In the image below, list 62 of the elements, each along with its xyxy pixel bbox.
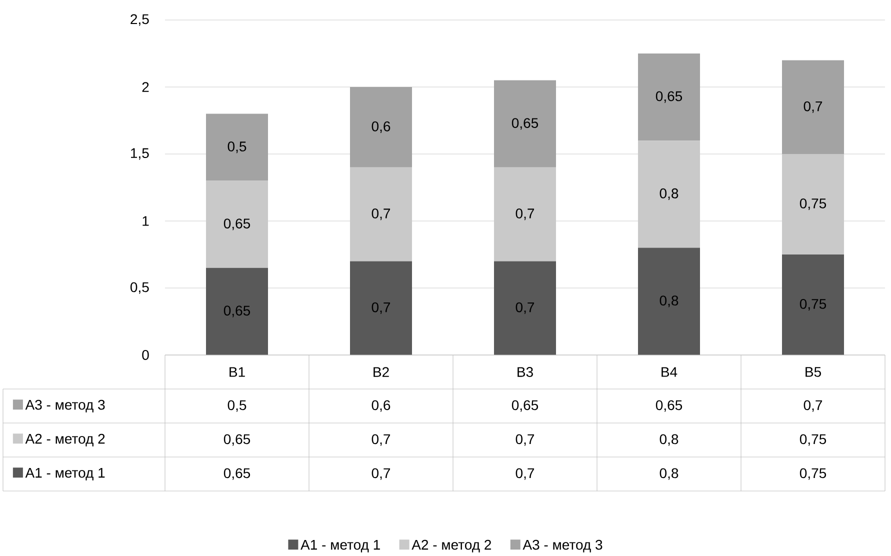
bar	[206, 268, 268, 355]
x-tick-label: B5	[806, 367, 821, 377]
data-label: 0,8	[660, 434, 678, 446]
legend-label: А3 - метод 3	[25, 400, 105, 412]
y-tick-label: 0,5	[130, 282, 149, 294]
text: 0,7	[804, 101, 822, 113]
x-tick-label: B4	[662, 367, 678, 377]
bar	[494, 261, 556, 355]
data-label: 0,7	[516, 468, 534, 480]
data-label: 0,7	[804, 400, 822, 412]
text: А3 - метод 3	[522, 540, 602, 552]
text: 0,65	[224, 218, 250, 230]
text: 0,7	[516, 208, 534, 220]
x-tick-label: B1	[230, 367, 245, 377]
data-label: 0,8	[660, 468, 678, 480]
x-tick-label: B3	[518, 367, 533, 377]
data-label: 0,6	[372, 400, 390, 412]
y-tick-label: 2	[142, 82, 149, 92]
bar	[350, 86, 412, 168]
bar	[782, 154, 844, 254]
text: 0,65	[512, 118, 538, 130]
text: А1 - метод 1	[300, 540, 380, 552]
x-tick-label: B2	[374, 367, 389, 377]
data-label: 0,65	[512, 400, 538, 412]
text: 0,75	[800, 198, 826, 210]
text: 0,65	[656, 91, 682, 103]
bar	[782, 60, 844, 154]
data-label: 0,75	[800, 434, 826, 446]
text: 0,8	[660, 188, 678, 200]
data-label: 0,65	[656, 400, 682, 412]
bar	[638, 140, 700, 248]
text: 0,65	[224, 306, 250, 318]
text: 0,7	[372, 208, 390, 220]
text: 0,5	[228, 142, 246, 154]
y-tick-label: 1,5	[131, 148, 149, 160]
bar	[206, 180, 268, 268]
bar	[494, 80, 556, 168]
text: А2 - метод 2	[412, 540, 491, 552]
data-label: 0,7	[372, 468, 390, 480]
bar	[638, 53, 700, 141]
data-label: 0,65	[224, 468, 250, 480]
bar	[206, 114, 268, 181]
data-label: 0,5	[228, 400, 246, 412]
y-tick-label: 2,5	[130, 14, 149, 26]
data-label: 0,7	[516, 434, 534, 446]
bar	[494, 167, 556, 262]
legend-label: А1 - метод 1	[25, 468, 105, 480]
data-label: 0,65	[224, 434, 250, 446]
bar	[638, 248, 700, 355]
y-tick-label: 1	[142, 216, 149, 226]
legend-label: А2 - метод 2	[25, 434, 105, 446]
text: 0,75	[800, 298, 826, 311]
text: 0,7	[516, 302, 534, 314]
data-label: 0,75	[800, 468, 826, 480]
bar	[782, 254, 844, 355]
data-label: 0,7	[372, 434, 390, 446]
bar	[350, 261, 412, 355]
text: 0,6	[372, 121, 390, 133]
bar	[350, 167, 412, 262]
text: 0,7	[372, 302, 390, 314]
text: 0,8	[660, 296, 678, 308]
y-tick-label: 0	[142, 350, 149, 360]
